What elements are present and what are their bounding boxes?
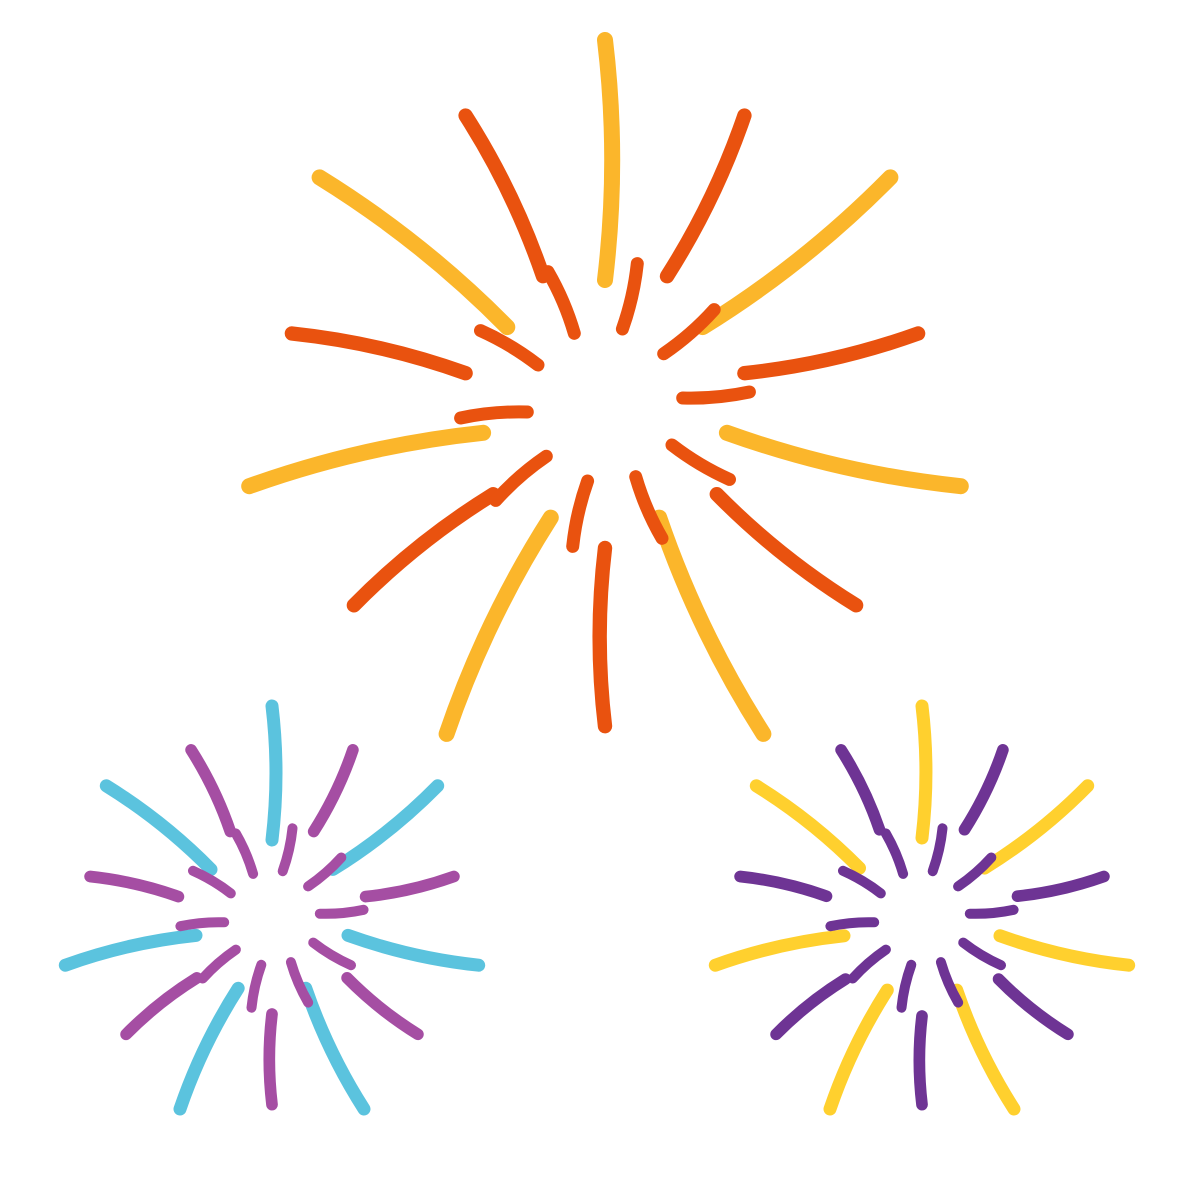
firework-ray [823, 983, 894, 1116]
firework-spark [566, 474, 595, 553]
firework-ray [307, 744, 359, 838]
firework-ray [913, 1010, 928, 1111]
firework-spark [615, 257, 644, 336]
firework-spark [665, 438, 736, 486]
firework-ray [694, 169, 899, 336]
firework-ray [99, 779, 218, 876]
firework-spark [188, 865, 236, 899]
firework-ray [835, 744, 886, 836]
firework-spark [489, 449, 553, 507]
large-top-burst [241, 32, 969, 742]
firework-ray [770, 973, 852, 1041]
firework-ray [263, 1008, 278, 1111]
firework-ray [992, 973, 1074, 1041]
firework-spark [896, 959, 917, 1013]
firework-spark [230, 828, 259, 879]
firework-spark [838, 865, 886, 899]
firework-spark [314, 904, 369, 919]
firework-ray [749, 779, 866, 875]
firework-ray [718, 424, 969, 495]
firework-spark [958, 937, 1006, 971]
firework-spark [880, 828, 909, 879]
firework-spark [676, 385, 756, 405]
firework-spark [308, 937, 356, 971]
firework-spark [825, 917, 880, 932]
firework-ray [241, 424, 492, 495]
small-right-burst [708, 699, 1136, 1116]
firework-spark [927, 823, 948, 877]
firework-ray [709, 487, 864, 613]
firework-spark [175, 917, 230, 932]
firework-spark [197, 944, 241, 984]
firework-ray [359, 870, 460, 903]
firework-ray [651, 509, 772, 742]
firework-ray [734, 870, 833, 903]
firework-spark [303, 852, 347, 892]
firework-ray [458, 108, 551, 284]
firework-ray [659, 108, 752, 284]
firework-ray [185, 744, 237, 838]
firework-ray [438, 509, 559, 742]
firework-ray [737, 326, 926, 381]
firework-ray [299, 981, 371, 1116]
firework-spark [953, 852, 997, 892]
firework-ray [120, 972, 203, 1041]
firework-ray [311, 169, 516, 336]
firework-ray [950, 983, 1021, 1116]
firework-spark [629, 470, 669, 545]
small-left-burst [58, 699, 486, 1116]
firework-ray [958, 744, 1009, 836]
firework-ray [915, 699, 933, 845]
firework-spark [285, 957, 314, 1008]
firework-spark [277, 823, 298, 877]
firework-spark [246, 959, 267, 1013]
firework-ray [1011, 870, 1110, 903]
firework-ray [592, 540, 613, 734]
firework-ray [978, 779, 1095, 875]
firework-ray [173, 981, 245, 1116]
firework-ray [326, 779, 445, 876]
firework-ray [993, 929, 1136, 972]
firework-spark [474, 324, 545, 372]
firework-ray [708, 929, 851, 972]
firework-ray [58, 928, 203, 972]
firework-ray [346, 487, 501, 613]
firework-ray [341, 972, 424, 1041]
firework-spark [847, 944, 891, 984]
firework-spark [541, 265, 581, 340]
firework-spark [935, 957, 964, 1008]
firework-spark [454, 405, 534, 425]
firework-spark [964, 904, 1019, 919]
firework-ray [284, 326, 473, 381]
firework-spark [657, 303, 721, 361]
firework-ray [341, 928, 486, 972]
firework-ray [597, 32, 621, 288]
firework-ray [265, 699, 283, 847]
firework-ray [84, 870, 185, 903]
